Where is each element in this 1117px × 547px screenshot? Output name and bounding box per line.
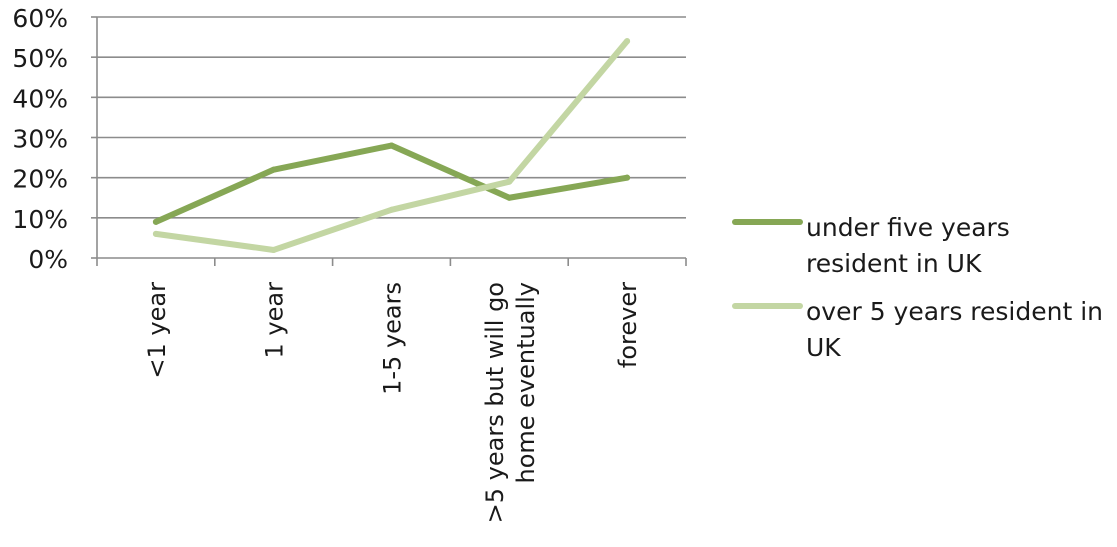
legend-label-1: resident in UK (806, 249, 982, 278)
series-1-point (388, 142, 395, 149)
y-tick-label: 20% (12, 165, 68, 194)
x-tick-label: <1 year (143, 282, 171, 379)
x-tick-label: >5 years but will go (481, 282, 509, 523)
x-tick-label: 1 year (261, 282, 289, 359)
series-2-point (506, 178, 513, 185)
legend-label-1: under five years (806, 213, 1010, 242)
series-1-point (270, 166, 277, 173)
x-tick-label: 1-5 years (379, 282, 407, 395)
x-tick-label: home eventually (512, 282, 540, 483)
series-1-point (506, 194, 513, 201)
y-tick-label: 50% (12, 44, 68, 73)
y-tick-label: 30% (12, 125, 68, 154)
series-1-point (624, 174, 631, 181)
series-2-point (270, 246, 277, 253)
y-tick-label: 10% (12, 205, 68, 234)
legend-label-2: over 5 years resident in (806, 297, 1103, 326)
y-tick-label: 40% (12, 84, 68, 113)
series-2-point (624, 38, 631, 45)
legend-label-2: UK (806, 333, 841, 362)
y-tick-label: 60% (12, 4, 68, 33)
series-2-point (388, 206, 395, 213)
series-2-point (152, 230, 159, 237)
x-tick-label: forever (614, 282, 642, 368)
series-1-point (152, 218, 159, 225)
y-tick-label: 0% (28, 245, 68, 274)
